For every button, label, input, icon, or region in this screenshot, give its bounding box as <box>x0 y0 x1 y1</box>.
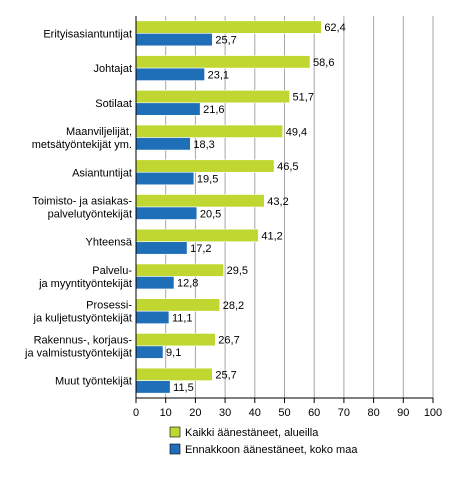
category-label: ja valmistustyöntekijät <box>24 347 132 359</box>
data-label: 28,2 <box>223 300 244 312</box>
data-label: 62,4 <box>324 22 345 34</box>
bar-kaikki <box>135 20 322 34</box>
data-label: 21,6 <box>203 104 224 116</box>
data-label: 17,2 <box>190 243 211 255</box>
legend-swatch <box>169 426 181 438</box>
x-tick-label: 30 <box>219 407 231 419</box>
category-label: metsätyöntekijät ym. <box>32 139 132 151</box>
data-label: 58,6 <box>313 57 334 69</box>
bar-kaikki <box>135 298 221 312</box>
data-label: 19,5 <box>197 174 218 186</box>
bar-ennakko <box>135 310 170 324</box>
bars: 62,4 25,7 58,6 23,1 51,7 21,6 49,4 18,3 46,5 19,5… <box>135 20 346 394</box>
category-label: Asiantuntijat <box>72 167 132 179</box>
category-label: Palvelu- <box>92 265 132 277</box>
data-label: 43,2 <box>267 196 288 208</box>
bar-ennakko <box>135 67 205 81</box>
data-label: 11,1 <box>172 312 193 324</box>
bar-kaikki <box>135 367 213 381</box>
x-tick-label: 80 <box>367 407 379 419</box>
category-label: Toimisto- ja asiakas- <box>32 196 132 208</box>
category-label: ja kuljetustyöntekijät <box>33 313 132 325</box>
data-label: 20,5 <box>200 208 221 220</box>
bar-ennakko <box>135 102 201 116</box>
category-label: ja myyntityöntekijät <box>38 278 132 290</box>
x-tick-label: 20 <box>189 407 201 419</box>
bar-ennakko <box>135 345 164 359</box>
legend-swatch <box>169 443 181 455</box>
category-label: Maanviljelijät, <box>66 126 132 138</box>
category-label: Sotilaat <box>95 98 132 110</box>
data-label: 51,7 <box>293 92 314 104</box>
x-tick-label: 70 <box>338 407 350 419</box>
data-label: 23,1 <box>208 69 229 81</box>
x-axis: 0 10 20 30 40 50 60 70 80 90 100 <box>133 16 442 419</box>
bar-kaikki <box>135 55 311 69</box>
category-label: Erityisasiantuntijat <box>43 28 132 40</box>
bar-kaikki <box>135 228 259 243</box>
bar-kaikki <box>135 159 275 173</box>
category-label: Rakennus-, korjaus- <box>34 334 133 346</box>
data-label: 12,8 <box>177 278 198 290</box>
bar-kaikki <box>135 124 284 138</box>
bar-ennakko <box>135 276 175 290</box>
legend-label: Kaikki äänestäneet, alueilla <box>185 427 319 439</box>
x-tick-label: 10 <box>160 407 172 419</box>
bar-kaikki <box>135 333 216 347</box>
data-label: 9,1 <box>166 347 181 359</box>
data-label: 11,5 <box>173 382 194 394</box>
x-tick-label: 40 <box>249 407 261 419</box>
x-tick-label: 0 <box>133 407 139 419</box>
x-tick-label: 60 <box>308 407 320 419</box>
bar-ennakko <box>135 137 191 151</box>
x-tick-label: 50 <box>278 407 290 419</box>
bar-ennakko <box>135 33 213 47</box>
data-label: 25,7 <box>215 369 236 381</box>
legend-label: Ennakkoon äänestäneet, koko maa <box>185 444 358 456</box>
category-labels: Erityisasiantuntijat Johtajat Sotilaat Maan… <box>24 28 133 387</box>
category-label: palvelutyöntekijät <box>48 209 132 221</box>
category-label: Yhteensä <box>86 237 133 249</box>
bar-ennakko <box>135 206 198 220</box>
category-label: Prosessi- <box>86 300 132 312</box>
data-label: 41,2 <box>261 230 282 242</box>
bar-ennakko <box>135 171 195 186</box>
data-label: 18,3 <box>193 139 214 151</box>
x-tick-label: 100 <box>424 407 442 419</box>
data-label: 29,5 <box>227 265 248 277</box>
bar-kaikki <box>135 194 265 208</box>
category-label: Johtajat <box>93 63 132 75</box>
data-label: 26,7 <box>218 335 239 347</box>
legend: Kaikki äänestäneet, alueilla Ennakkoon ää… <box>169 426 358 456</box>
category-label: Muut työntekijät <box>55 376 132 388</box>
bar-kaikki <box>135 263 224 277</box>
data-label: 25,7 <box>215 35 236 47</box>
bar-ennakko <box>135 380 171 394</box>
data-label: 49,4 <box>286 126 307 138</box>
bar-ennakko <box>135 241 188 255</box>
bar-kaikki <box>135 90 290 104</box>
x-tick-label: 90 <box>397 407 409 419</box>
data-label: 46,5 <box>277 161 298 173</box>
